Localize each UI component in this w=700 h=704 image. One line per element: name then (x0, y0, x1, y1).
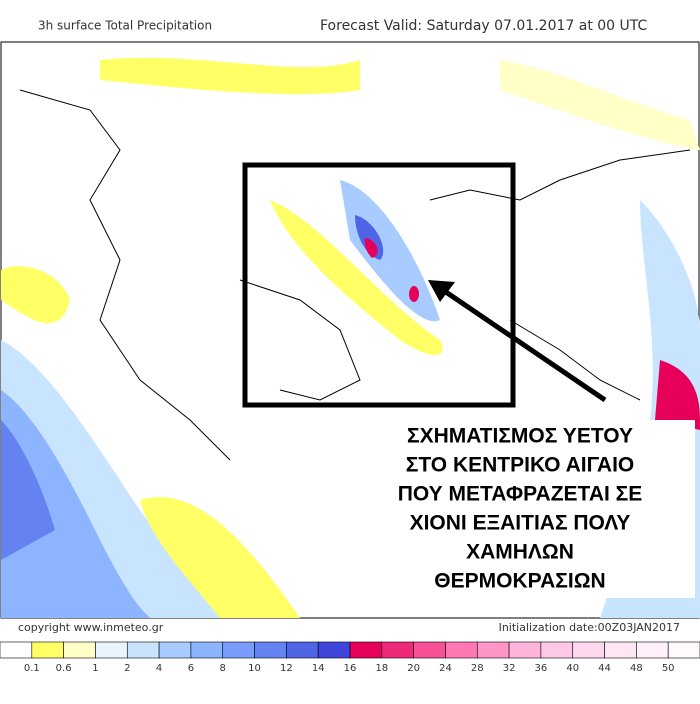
precip-area (140, 496, 300, 618)
legend-swatch (95, 641, 128, 659)
legend-label: 18 (375, 663, 388, 674)
annotation-line: ΠΟΥ ΜΕΤΑΦΡΑΖΕΤΑΙ ΣΕ (398, 483, 643, 506)
legend-label: 1 (92, 663, 98, 674)
coastline (19, 89, 691, 461)
legend-label: 40 (566, 663, 579, 674)
legend-swatch (540, 641, 574, 659)
arrow (438, 285, 607, 403)
initialization: Initialization date:00Z03JAN2017 (499, 621, 680, 634)
precip-area (340, 180, 440, 322)
precip-area (1, 390, 150, 618)
legend-swatch (381, 641, 414, 659)
legend-swatch (476, 641, 510, 659)
legend-label: 10 (248, 663, 261, 674)
annotation-line: ΣΧΗΜΑΤΙΣΜΟΣ ΥΕΤΟΥ (407, 425, 633, 448)
legend-label: 36 (535, 663, 548, 674)
forecast-valid: Forecast Valid: Saturday 07.01.2017 at 0… (320, 18, 648, 34)
precip-area (655, 360, 700, 430)
legend-swatch (190, 641, 224, 659)
annotation: ΣΧΗΜΑΤΙΣΜΟΣ ΥΕΤΟΥ ΣΤΟ ΚΕΝΤΡΙΚΟ ΑΙΓΑΙΟ ΠΟΥ … (398, 425, 643, 593)
legend-label: 44 (598, 663, 611, 674)
legend-label: 28 (471, 663, 484, 674)
precip-area (1, 420, 55, 560)
legend-label: 4 (156, 663, 162, 674)
legend-swatch (636, 641, 669, 659)
legend-label: 32 (503, 663, 516, 674)
legend-label: 6 (188, 663, 194, 674)
arrow-head (428, 280, 455, 302)
precip-area (100, 57, 360, 95)
legend-label: 8 (220, 663, 226, 674)
legend-swatch (126, 641, 160, 659)
legend-swatch (286, 641, 319, 659)
precip-area (270, 200, 443, 355)
precip-area (1, 266, 70, 324)
legend-swatch (572, 641, 605, 659)
precip-area (500, 60, 700, 150)
legend-label: 50 (662, 663, 675, 674)
annotation-line: ΧΙΟΝΙ ΕΞΑΙΤΙΑΣ ΠΟΛΥ (410, 512, 631, 535)
legend-label: 14 (312, 663, 325, 674)
legend-label: 0.1 (24, 663, 40, 674)
annotation-line: ΣΤΟ ΚΕΝΤΡΙΚΟ ΑΙΓΑΙΟ (406, 454, 635, 477)
copyright: copyright www.inmeteo.gr (18, 621, 164, 634)
legend-label: 24 (439, 663, 452, 674)
legend-label: 48 (630, 663, 643, 674)
legend-swatch (667, 641, 700, 659)
legend-label: 2 (124, 663, 130, 674)
annotation-box (345, 420, 695, 598)
legend-swatch (222, 641, 255, 659)
legend-swatch (317, 641, 351, 659)
legend-swatch (254, 641, 287, 659)
legend-label: 20 (407, 663, 420, 674)
legend-swatch (0, 641, 33, 659)
precip-area (409, 286, 419, 302)
annotation-line: ΧΑΜΗΛΩΝ (466, 541, 574, 564)
legend-label: 0.6 (56, 663, 72, 674)
legend-swatch (604, 641, 637, 659)
legend-swatch (349, 641, 383, 659)
legend-label: 16 (344, 663, 357, 674)
legend-label: 12 (280, 663, 293, 674)
precip-area (364, 238, 378, 258)
legend-swatch (445, 641, 478, 659)
legend-swatch (508, 641, 542, 659)
annotation-line: ΘΕΡΜΟΚΡΑΣΙΩΝ (434, 570, 605, 593)
legend: 0.1 0.6 1 2 4 6 8 10 12 14 16 18 20 24 28 32 36 40 44 48 50 (0, 641, 700, 674)
highlight-box (242, 162, 516, 408)
legend-swatch (413, 641, 446, 659)
legend-swatch (63, 641, 96, 659)
legend-swatch (158, 641, 192, 659)
map-area (0, 41, 700, 619)
map-title: 3h surface Total Precipitation (38, 19, 212, 33)
legend-swatch (31, 641, 64, 659)
